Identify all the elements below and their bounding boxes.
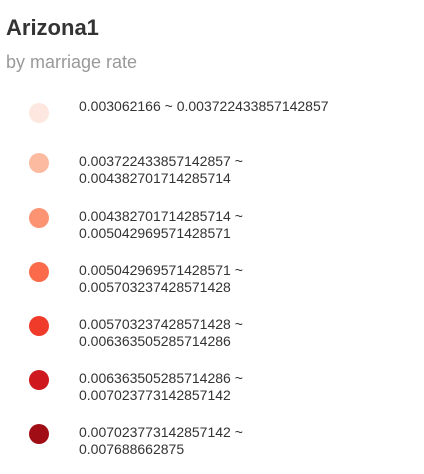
range-line1: 0.007023773142857142 ~ [79, 424, 243, 440]
range-label: 0.004382701714285714 ~ 0.005042969571428… [79, 208, 243, 242]
legend-item: 0.007023773142857142 ~ 0.007688662875 [0, 424, 424, 474]
range-line1: 0.005042969571428571 ~ [79, 262, 243, 278]
legend-item: 0.004382701714285714 ~ 0.005042969571428… [0, 208, 424, 258]
color-swatch [29, 208, 49, 228]
range-line1: 0.004382701714285714 ~ [79, 208, 243, 224]
range-label: 0.003062166 ~ 0.003722433857142857 [79, 98, 329, 115]
range-label: 0.007023773142857142 ~ 0.007688662875 [79, 424, 243, 458]
color-swatch [29, 424, 49, 444]
legend-item: 0.006363505285714286 ~ 0.007023773142857… [0, 370, 424, 420]
legend-item: 0.003062166 ~ 0.003722433857142857 [0, 98, 424, 148]
range-line2: 0.005703237428571428 [79, 279, 231, 295]
legend-subtitle: by marriage rate [6, 52, 138, 72]
range-label: 0.006363505285714286 ~ 0.007023773142857… [79, 370, 243, 404]
range-line1: 0.005703237428571428 ~ [79, 316, 243, 332]
range-line1: 0.006363505285714286 ~ [79, 370, 243, 386]
legend-item: 0.005042969571428571 ~ 0.005703237428571… [0, 262, 424, 312]
legend-item: 0.003722433857142857 ~ 0.004382701714285… [0, 153, 424, 203]
color-swatch [29, 370, 49, 390]
range-line2: 0.006363505285714286 [79, 333, 231, 349]
color-swatch [29, 103, 49, 123]
range-line2: 0.007023773142857142 [79, 387, 231, 403]
color-swatch [29, 153, 49, 173]
range-line1: 0.003722433857142857 ~ [79, 153, 243, 169]
range-line2: 0.005042969571428571 [79, 225, 231, 241]
color-swatch [29, 316, 49, 336]
range-label: 0.005703237428571428 ~ 0.006363505285714… [79, 316, 243, 350]
range-label: 0.005042969571428571 ~ 0.005703237428571… [79, 262, 243, 296]
range-line2: 0.007688662875 [79, 441, 185, 457]
range-label: 0.003722433857142857 ~ 0.004382701714285… [79, 153, 243, 187]
legend-item: 0.005703237428571428 ~ 0.006363505285714… [0, 316, 424, 366]
range-line1: 0.003062166 ~ 0.003722433857142857 [79, 98, 329, 114]
color-swatch [29, 262, 49, 282]
range-line2: 0.004382701714285714 [79, 170, 231, 186]
legend-title: Arizona1 [6, 15, 99, 40]
